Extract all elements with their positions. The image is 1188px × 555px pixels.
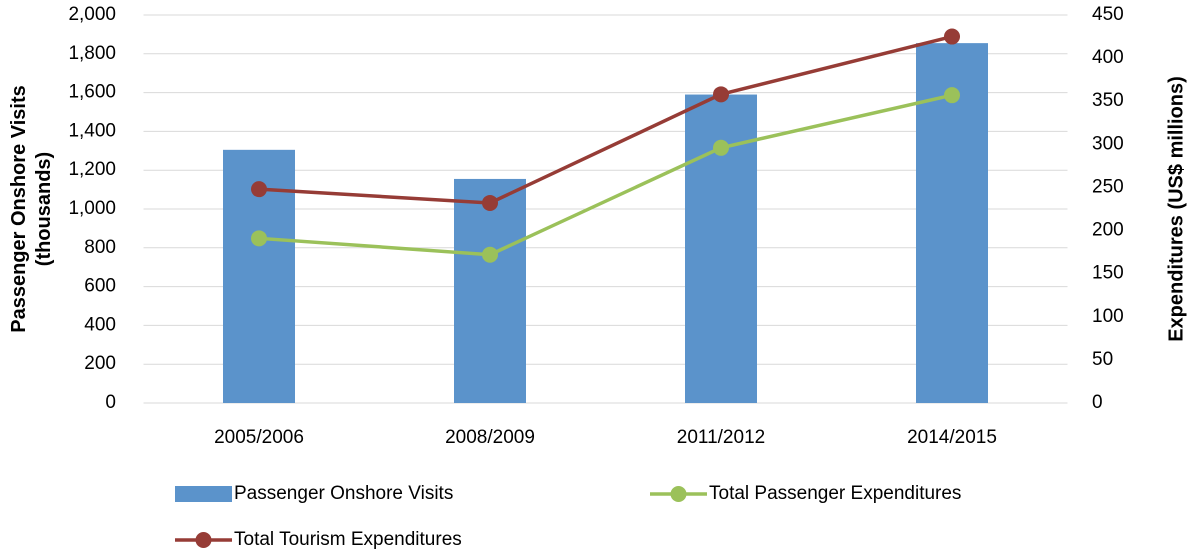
y2-tick-label: 200 — [1092, 220, 1124, 241]
y-tick-label: 400 — [84, 314, 116, 335]
marker — [251, 230, 267, 247]
legend-label: Total Passenger Expenditures — [709, 483, 961, 504]
y-axis-title-line: Passenger Onshore Visits — [8, 85, 30, 333]
line — [258, 93, 953, 257]
x-tick-label: 2011/2012 — [677, 427, 765, 448]
legend-label: Total Tourism Expenditures — [234, 529, 462, 550]
y2-tick-label: 250 — [1092, 176, 1124, 197]
y-tick-label: 1,000 — [68, 198, 116, 219]
marker — [713, 139, 729, 156]
x-tick-label: 2014/2015 — [907, 427, 997, 448]
y2-tick-label: 150 — [1092, 263, 1124, 284]
y-tick-label: 1,600 — [68, 82, 116, 103]
marker — [944, 28, 960, 45]
legend-marker — [195, 532, 212, 548]
y-tick-label: 0 — [105, 392, 116, 413]
marker — [944, 87, 960, 104]
y-tick-label: 600 — [84, 276, 116, 297]
y-tick-label: 1,800 — [68, 43, 116, 64]
y-tick-label: 200 — [84, 353, 116, 374]
y2-tick-label: 450 — [1092, 4, 1124, 25]
legend-label: Passenger Onshore Visits — [234, 483, 453, 504]
y2-tick-label: 400 — [1092, 47, 1124, 68]
legend-marker — [670, 486, 687, 502]
y2-axis-title: Expenditures (US$ millions) — [1165, 76, 1187, 342]
y-tick-label: 2,000 — [68, 4, 116, 25]
bar — [454, 178, 526, 403]
x-tick-label: 2005/2006 — [214, 427, 304, 448]
y-axis-title-line: (thousands) — [33, 152, 55, 266]
y2-tick-label: 300 — [1092, 133, 1124, 154]
y2-tick-label: 50 — [1092, 349, 1113, 370]
y-tick-label: 1,200 — [68, 159, 116, 180]
y-tick-label: 800 — [84, 237, 116, 258]
marker — [482, 194, 498, 211]
x-tick-label: 2008/2009 — [445, 427, 535, 448]
y2-tick-label: 0 — [1092, 392, 1103, 413]
y-axis-title: Passenger Onshore Visits (thousands) — [8, 85, 55, 333]
marker — [713, 86, 729, 103]
line — [258, 34, 953, 205]
y-tick-label: 1,400 — [68, 120, 116, 141]
legend-swatch — [175, 486, 232, 502]
y2-tick-label: 350 — [1092, 90, 1124, 111]
y2-tick-label: 100 — [1092, 306, 1124, 327]
marker — [482, 246, 498, 263]
marker — [251, 181, 267, 198]
